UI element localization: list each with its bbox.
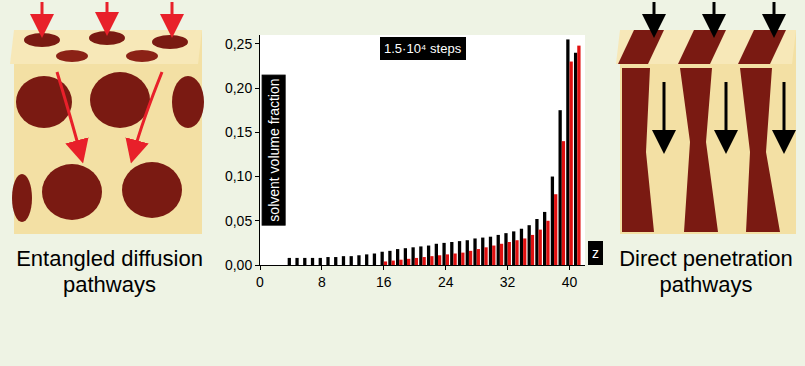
svg-text:0: 0 — [256, 274, 264, 290]
html-text:Entangled diffusion pathways: Entangled diffusion pathways — [16, 246, 203, 297]
svg-text:0,05: 0,05 — [225, 213, 252, 229]
svg-text:0,15: 0,15 — [225, 124, 252, 140]
svg-text:0,10: 0,10 — [225, 168, 252, 184]
svg-text:24: 24 — [438, 274, 454, 290]
svg-text:solvent volume fraction: solvent volume fraction — [266, 78, 282, 221]
svg-text:0,25: 0,25 — [225, 36, 252, 52]
svg-text:0,20: 0,20 — [225, 80, 252, 96]
svg-text:40: 40 — [562, 274, 578, 290]
svg-text:1.5·10⁴ steps: 1.5·10⁴ steps — [384, 41, 462, 56]
svg-text:16: 16 — [376, 274, 392, 290]
svg-text:z: z — [592, 245, 599, 261]
html-text:Direct penetration pathways: Direct penetration pathways — [619, 246, 793, 297]
svg-text:32: 32 — [500, 274, 516, 290]
svg-text:8: 8 — [318, 274, 326, 290]
svg-text:0,00: 0,00 — [225, 257, 252, 273]
